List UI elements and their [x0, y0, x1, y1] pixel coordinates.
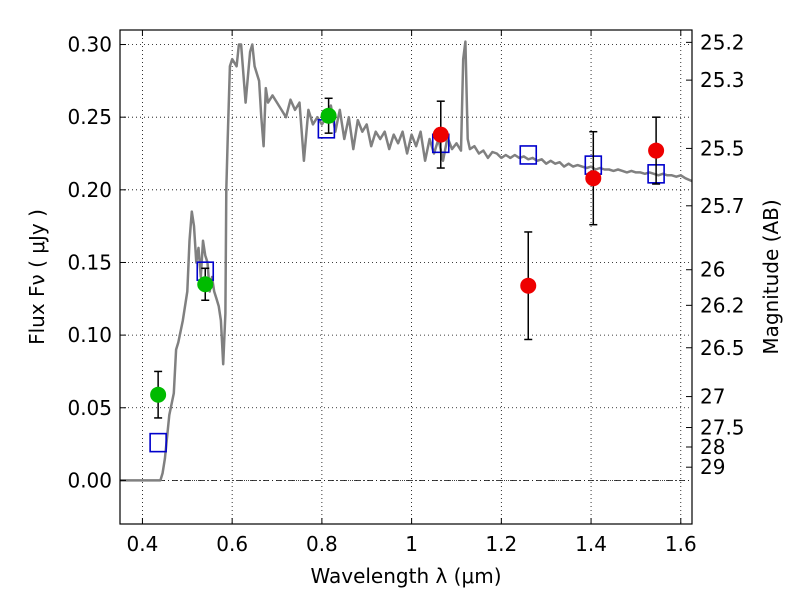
y-tick-label: 0.05 — [67, 396, 112, 420]
errorbar-point — [648, 116, 665, 185]
y2-tick-label: 25.3 — [700, 68, 745, 92]
y-tick-label: 0.30 — [67, 33, 112, 57]
x-tick-label: 1.4 — [575, 532, 607, 556]
axis-ticks — [120, 30, 692, 524]
errorbar-point — [197, 267, 214, 301]
y-tick-label: 0.20 — [67, 178, 112, 202]
x-tick-label: 1.6 — [665, 532, 697, 556]
nir_photometry-marker — [585, 170, 602, 187]
y-axis-title: Flux Fν ( μJy ) — [25, 209, 49, 345]
errorbar-point — [585, 130, 602, 226]
y2-tick-label: 26.5 — [700, 336, 745, 360]
y2-tick-label: 26.2 — [700, 293, 745, 317]
model-square-marker — [149, 432, 167, 453]
x-tick-label: 0.4 — [127, 532, 159, 556]
errorbar-point — [320, 97, 337, 134]
y2-tick-label: 25.2 — [700, 30, 745, 54]
x-tick-label: 0.8 — [306, 532, 338, 556]
nir_photometry-marker — [520, 277, 537, 294]
y-tick-label: 0.25 — [67, 105, 112, 129]
errorbar-point — [432, 100, 449, 169]
errorbar-point — [520, 231, 537, 341]
y-tick-label: 0.00 — [67, 468, 112, 492]
ground_photometry-marker — [320, 107, 337, 124]
plot-frame — [119, 29, 693, 525]
x-tick-label: 1 — [405, 532, 418, 556]
y2-tick-label: 25.5 — [700, 136, 745, 160]
sed-line — [120, 40, 693, 482]
x-tick-label: 1.2 — [485, 532, 517, 556]
y2-tick-label: 27.5 — [700, 416, 745, 440]
grid-lines — [120, 30, 692, 524]
data-series — [120, 40, 693, 482]
y2-tick-label: 29 — [700, 455, 725, 479]
nir_photometry-marker — [432, 126, 449, 143]
x-axis-title: Wavelength λ (μm) — [310, 564, 501, 588]
y2-tick-label: 25.7 — [700, 194, 745, 218]
y-tick-label: 0.15 — [67, 250, 112, 274]
nir_photometry-marker — [648, 142, 665, 159]
y2-tick-label: 27 — [700, 385, 725, 409]
model-square-marker — [519, 145, 538, 165]
x-tick-label: 0.6 — [216, 532, 248, 556]
errorbar-point — [150, 370, 167, 419]
ground_photometry-marker — [150, 386, 167, 403]
tick-labels: 0.4 0.6 0.8 1 1.2 1.4 1.6 0.00 0.05 0.10 0.15 0.20 0… — [67, 30, 744, 556]
y2-axis-title: Magnitude (AB) — [759, 199, 783, 354]
y2-tick-label: 28 — [700, 435, 725, 459]
y-tick-label: 0.10 — [67, 323, 112, 347]
ground_photometry-marker — [197, 276, 214, 293]
y2-tick-label: 26 — [700, 258, 725, 282]
